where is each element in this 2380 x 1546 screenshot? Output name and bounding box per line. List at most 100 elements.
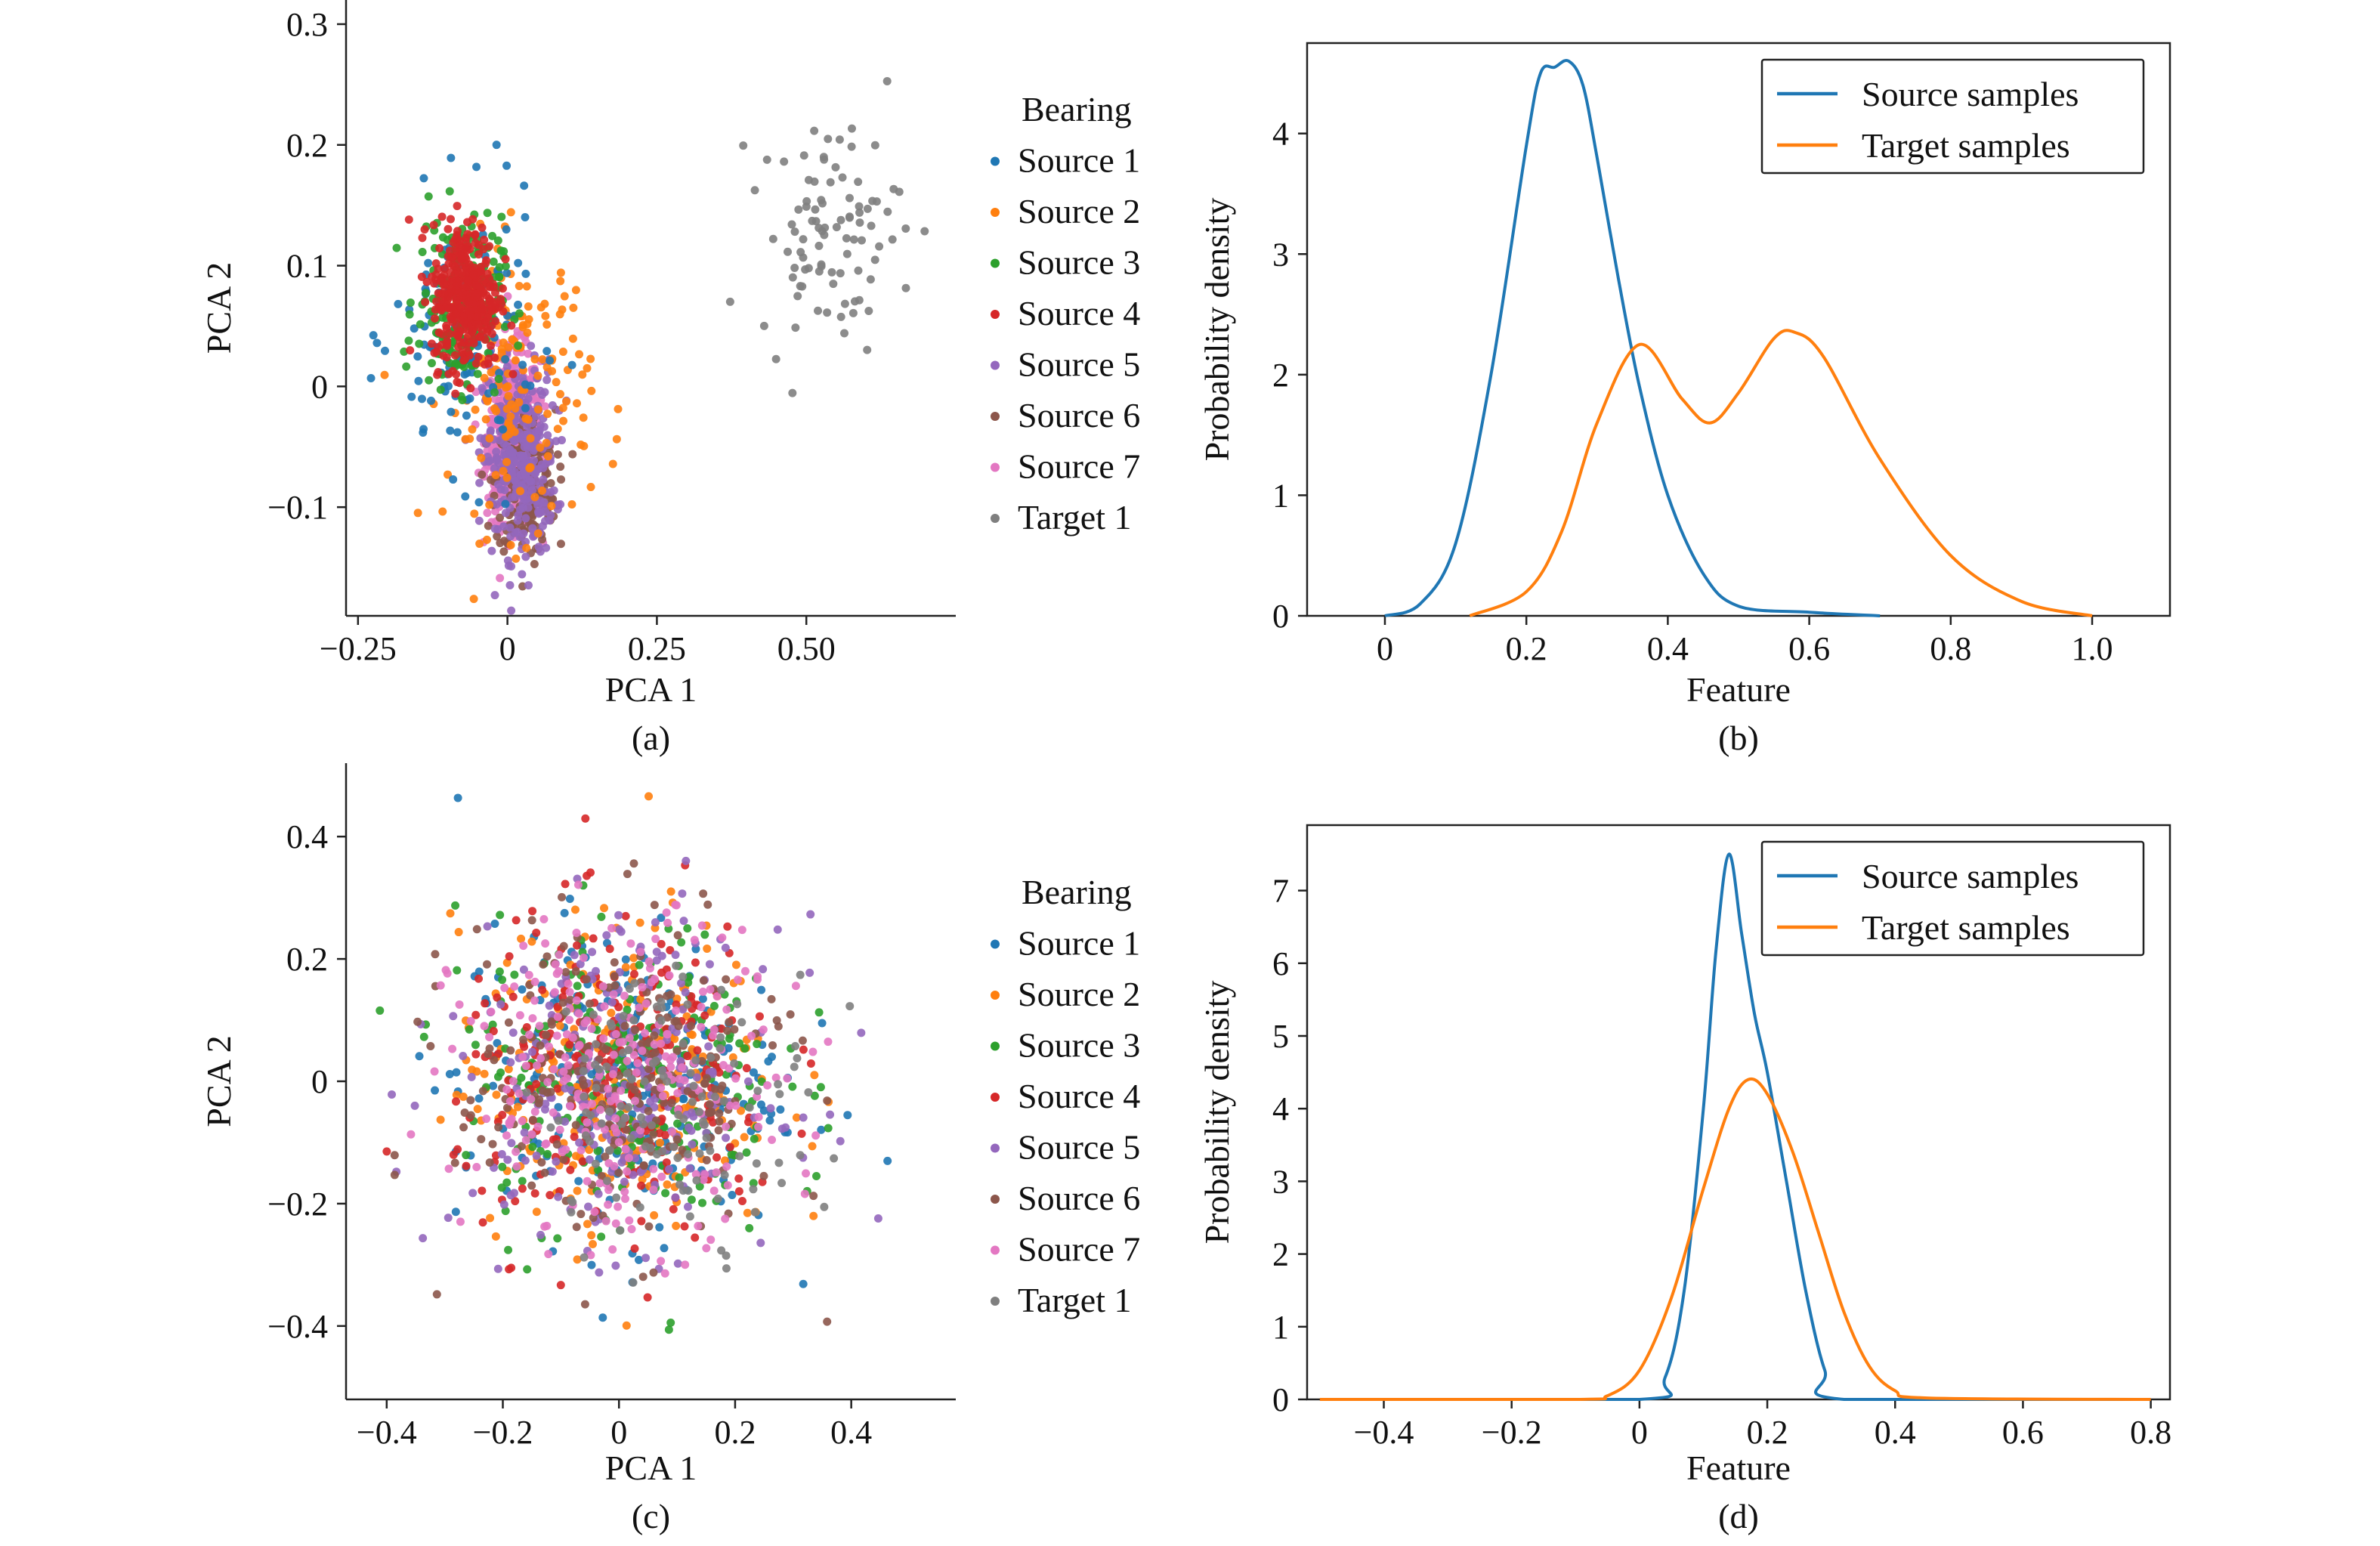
data-point-source-4 <box>508 992 518 1001</box>
data-point-source-6 <box>649 1130 658 1139</box>
data-point-target-1 <box>717 985 726 994</box>
data-point-source-7 <box>601 1217 610 1226</box>
data-point-source-2 <box>571 1152 580 1161</box>
data-point-source-6 <box>650 1031 659 1040</box>
data-point-source-1 <box>447 153 456 162</box>
data-point-target-1 <box>798 282 807 291</box>
y-tick-label: 3 <box>1272 236 1289 273</box>
density-line-source-samples <box>1384 59 1881 617</box>
data-point-source-7 <box>650 1040 659 1049</box>
data-point-source-2 <box>515 281 524 290</box>
data-point-source-5 <box>545 1001 554 1010</box>
data-point-source-7 <box>583 1016 592 1025</box>
data-point-source-4 <box>479 245 488 254</box>
data-point-source-2 <box>504 391 513 400</box>
data-point-source-7 <box>632 1068 641 1077</box>
data-point-source-4 <box>454 342 463 351</box>
data-point-source-4 <box>453 258 462 267</box>
data-point-source-5 <box>518 458 527 467</box>
data-point-source-7 <box>638 983 647 992</box>
data-point-source-4 <box>614 1003 623 1012</box>
data-point-source-1 <box>518 360 527 369</box>
data-point-source-1 <box>765 1116 774 1125</box>
data-point-source-5 <box>575 1138 584 1147</box>
data-point-source-4 <box>669 1204 678 1214</box>
data-point-source-4 <box>447 303 456 312</box>
data-point-source-5 <box>524 581 533 590</box>
data-point-source-5 <box>500 485 509 494</box>
data-point-source-4 <box>459 338 468 347</box>
data-point-source-4 <box>687 992 696 1001</box>
data-point-source-3 <box>404 336 413 345</box>
data-point-source-7 <box>527 374 536 383</box>
data-point-target-1 <box>811 205 820 214</box>
legend-marker <box>991 156 1000 166</box>
chart-panel-c: −0.4 −0.2 0 0.2 0.4 −0.4 −0.2 0 0.2 0.4 PCA 1 PCA 2… <box>199 763 1140 1535</box>
y-axis-title: PCA 2 <box>199 262 238 354</box>
x-tick-label: 0.4 <box>830 1414 872 1451</box>
data-point-source-7 <box>791 982 800 991</box>
data-point-source-2 <box>502 432 511 441</box>
data-point-source-1 <box>521 404 530 413</box>
data-point-source-5 <box>570 951 579 960</box>
data-point-source-7 <box>712 992 722 1001</box>
data-point-source-4 <box>440 298 449 307</box>
data-point-source-4 <box>420 225 429 234</box>
data-point-source-4 <box>455 308 464 317</box>
data-point-source-5 <box>521 552 530 561</box>
data-point-source-5 <box>508 1028 518 1037</box>
data-point-source-7 <box>614 1202 623 1211</box>
x-tick-label: 0.8 <box>1930 630 1971 667</box>
x-tick-label: 0.8 <box>2130 1414 2171 1451</box>
data-point-source-5 <box>518 451 527 460</box>
data-point-target-1 <box>753 1087 762 1096</box>
data-point-target-1 <box>855 218 864 227</box>
data-point-source-2 <box>507 400 516 409</box>
data-point-target-1 <box>863 345 872 354</box>
data-point-source-7 <box>541 939 550 948</box>
data-point-source-6 <box>768 1040 777 1050</box>
data-point-target-1 <box>663 1077 672 1086</box>
data-point-target-1 <box>920 227 929 236</box>
data-point-target-1 <box>623 1069 632 1078</box>
legend: Bearing Source 1 Source 2 Source 3 Source 4 S… <box>991 90 1140 536</box>
data-point-source-1 <box>431 1086 440 1095</box>
data-point-source-2 <box>600 904 609 913</box>
y-tick-label: 1 <box>1272 477 1289 514</box>
data-point-target-1 <box>831 162 840 172</box>
data-point-source-7 <box>487 1007 496 1016</box>
data-point-source-7 <box>540 402 549 411</box>
data-point-source-3 <box>735 1039 744 1048</box>
data-point-source-1 <box>417 394 426 404</box>
data-point-source-7 <box>483 509 492 518</box>
data-point-target-1 <box>624 1102 633 1112</box>
data-point-source-5 <box>766 1104 775 1113</box>
data-point-source-1 <box>453 793 462 802</box>
data-point-source-3 <box>543 1149 552 1158</box>
data-point-source-4 <box>464 282 473 291</box>
data-point-source-5 <box>541 1099 550 1108</box>
data-point-source-3 <box>500 323 509 332</box>
data-point-source-4 <box>565 1040 574 1049</box>
data-point-source-5 <box>583 1202 592 1211</box>
data-point-source-7 <box>455 1000 464 1009</box>
data-point-source-2 <box>502 383 511 392</box>
data-point-source-5 <box>799 1113 808 1122</box>
y-tick-label: 0.4 <box>286 818 328 855</box>
data-point-source-2 <box>573 399 582 408</box>
data-point-source-3 <box>501 261 510 271</box>
data-point-source-3 <box>495 263 504 272</box>
y-tick-label: −0.1 <box>267 489 328 526</box>
y-tick-label: 0 <box>1272 598 1289 635</box>
legend-label: Source 2 <box>1018 975 1140 1013</box>
data-point-source-5 <box>585 1155 594 1164</box>
data-point-source-4 <box>799 1045 808 1054</box>
data-point-source-5 <box>495 436 504 445</box>
legend-title: Bearing <box>1022 873 1132 911</box>
data-point-source-7 <box>573 880 583 889</box>
data-point-source-2 <box>555 390 564 399</box>
data-point-source-1 <box>502 225 511 234</box>
data-point-target-1 <box>847 142 856 151</box>
data-point-source-3 <box>489 257 498 266</box>
data-point-source-7 <box>621 1145 630 1154</box>
